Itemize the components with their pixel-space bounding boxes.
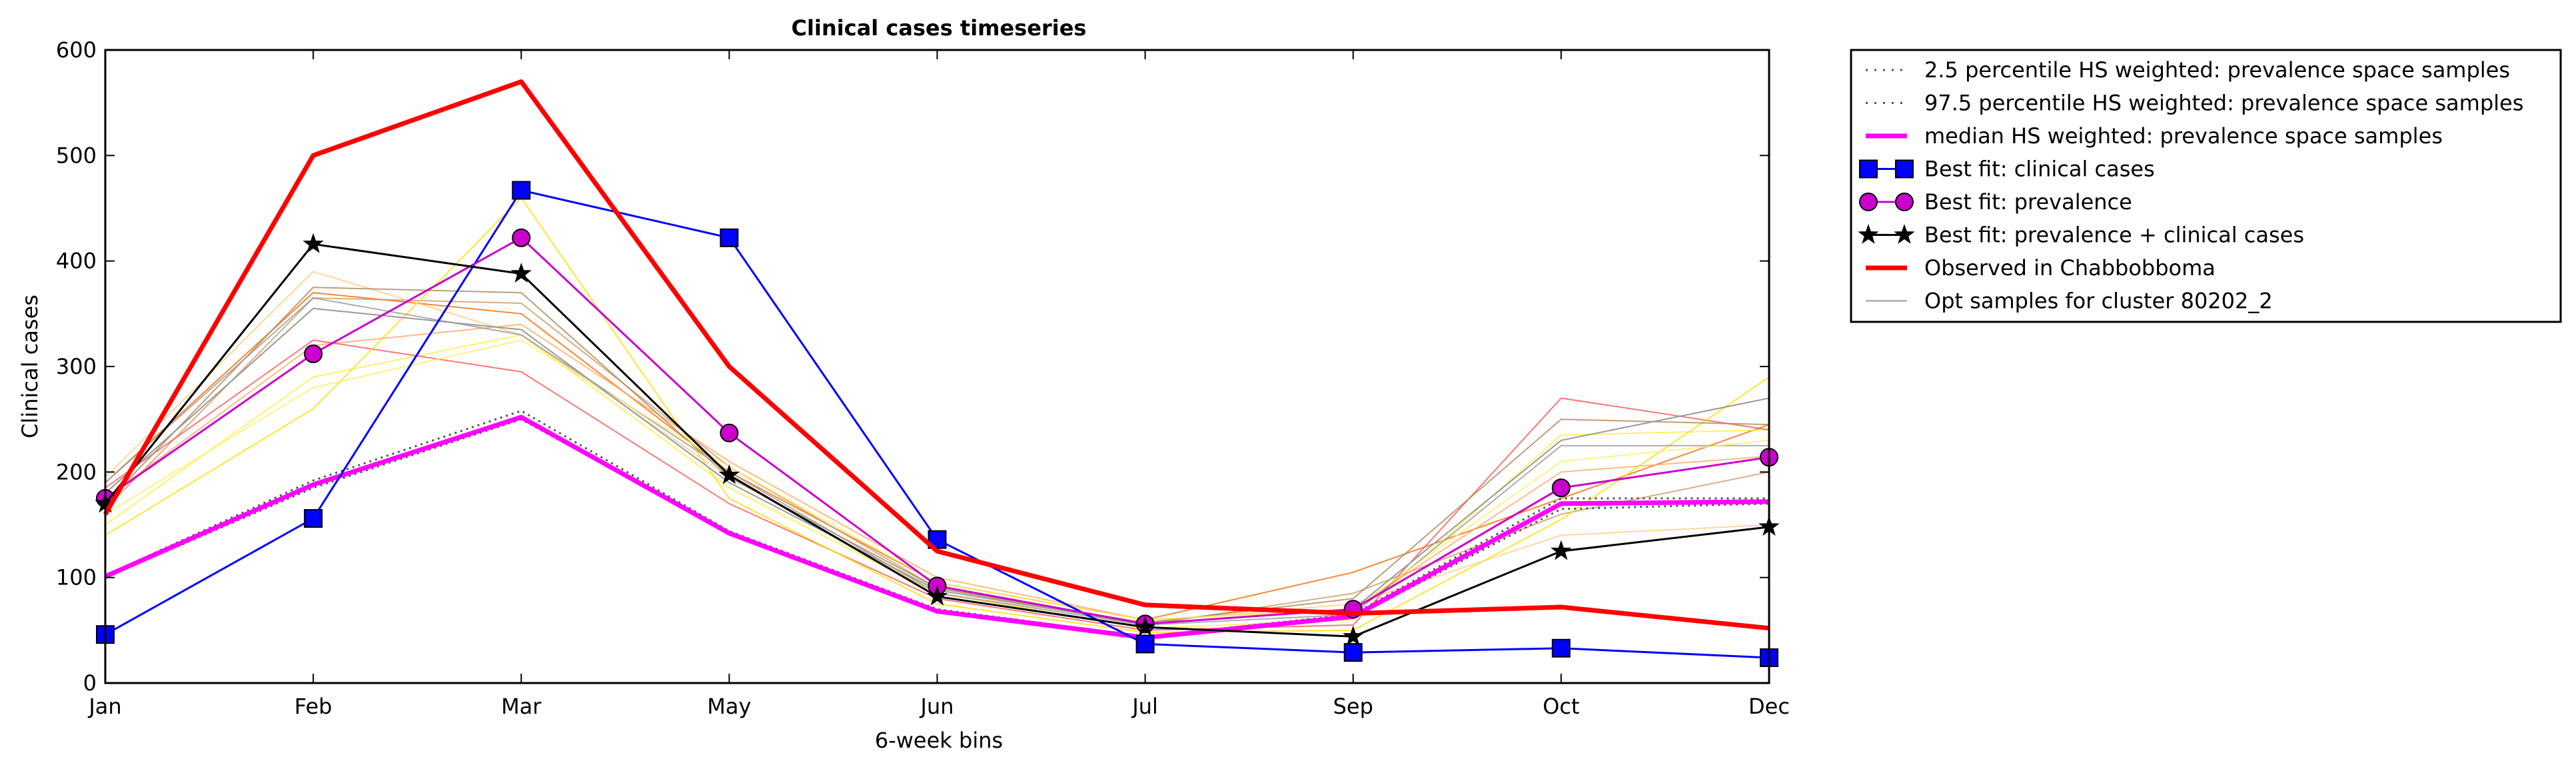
x-tick-label: May: [707, 694, 751, 719]
series-lines: [95, 79, 1780, 667]
series-8-line: [105, 307, 1770, 625]
series-5-line: [105, 237, 1770, 625]
series-5-point: [720, 423, 739, 442]
legend-label-2: 97.5 percentile HS weighted: prevalence …: [1924, 91, 2523, 116]
legend-marker-6: [1894, 223, 1915, 244]
x-tick-label: Jun: [920, 694, 954, 719]
legend-marker-6: [1858, 223, 1879, 244]
series-3-line: [104, 414, 1770, 640]
series-6-point: [303, 233, 324, 253]
y-tick-label: 0: [83, 670, 97, 696]
y-tick-label: 400: [56, 249, 97, 274]
x-tick-label: Jan: [87, 694, 121, 719]
x-axis-label: 6-week bins: [875, 728, 1003, 753]
y-tick-label: 200: [56, 459, 97, 484]
series-6-point: [1551, 540, 1572, 560]
x-tick-label: Oct: [1543, 694, 1579, 719]
legend: 2.5 percentile HS weighted: prevalence s…: [1850, 49, 2562, 323]
series-6-point: [1343, 625, 1364, 646]
series-4-point: [304, 509, 323, 528]
series-5-point: [1551, 478, 1571, 498]
series-5-point: [512, 228, 531, 247]
legend-label-3: median HS weighted: prevalence space sam…: [1924, 123, 2443, 149]
legend-marker-5: [1859, 193, 1878, 211]
series-6-point: [510, 263, 532, 283]
y-tick-label: 600: [56, 37, 97, 63]
y-tick-label: 300: [56, 354, 97, 379]
x-tick-label: Mar: [501, 694, 542, 719]
y-tick-label: 500: [56, 143, 97, 168]
y-axis: 0 100 200 300 400 500 600: [56, 37, 1769, 696]
legend-label-6: Best fit: prevalence + clinical cases: [1924, 223, 2304, 248]
series-4-point: [720, 228, 739, 247]
series-6-point: [718, 464, 740, 484]
legend-label-1: 2.5 percentile HS weighted: prevalence s…: [1924, 57, 2510, 83]
legend-marker-5: [1895, 193, 1914, 211]
legend-marker-4: [1895, 159, 1914, 179]
series-7-line: [103, 79, 1770, 631]
legend-label-4: Best fit: clinical cases: [1924, 157, 2155, 182]
x-tick-label: Sep: [1333, 694, 1373, 719]
series-6-point: [926, 585, 948, 606]
legend-label-7: Observed in Chabbobboma: [1924, 255, 2216, 281]
series-4-point: [1135, 634, 1155, 654]
series-6-point: [1134, 616, 1156, 636]
series-5-point: [304, 345, 323, 363]
series-2-line: [105, 410, 1769, 638]
legend-label-8: Opt samples for cluster 80202_2: [1924, 289, 2273, 314]
y-axis-label: Clinical cases: [17, 295, 43, 438]
chart-title: Clinical cases timeseries: [792, 15, 1087, 41]
x-axis: Jan Feb Mar May Jun Jul Sep Oct Dec: [87, 50, 1790, 719]
series-4-point: [1343, 643, 1363, 662]
sample-line-6: [105, 197, 1770, 634]
legend-label-5: Best fit: prevalence: [1924, 189, 2132, 215]
series-4-point: [512, 181, 531, 200]
x-tick-label: Feb: [295, 694, 332, 719]
x-tick-label: Dec: [1748, 694, 1790, 719]
series-4-point: [928, 530, 947, 549]
x-tick-label: Jul: [1131, 694, 1158, 719]
series-4-point: [1551, 638, 1571, 658]
legend-frame: [1850, 49, 2562, 323]
y-tick-label: 100: [56, 565, 97, 590]
legend-marker-4: [1859, 159, 1878, 179]
sample-line-8: [105, 287, 1770, 624]
